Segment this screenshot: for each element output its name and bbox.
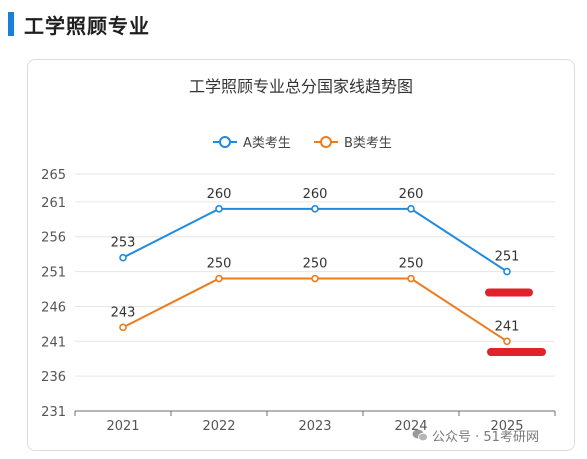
wechat-icon [412,429,428,442]
data-label: 253 [111,236,136,251]
y-tick-label: 241 [41,335,66,350]
x-tick-label: 2022 [202,419,235,434]
data-label: 250 [399,257,424,272]
data-label: 243 [111,305,136,320]
section-title: 工学照顾专业 [24,13,150,38]
data-point [407,274,415,283]
data-label: 260 [207,187,232,202]
y-tick-label: 256 [41,231,66,246]
y-tick-label: 251 [41,266,66,281]
chart-card [27,59,575,451]
data-point [119,323,127,332]
x-tick-label: 2021 [106,419,139,434]
data-label: 260 [399,187,424,202]
x-tick-label: 2025 [490,419,523,434]
legend-label-1: B类考生 [344,136,392,151]
y-tick-label: 231 [41,405,66,420]
y-tick-label: 261 [41,196,66,211]
data-label: 250 [303,257,328,272]
watermark-text: 公众号 · 51考研网 [432,430,539,445]
x-tick-label: 2023 [298,419,331,434]
data-label: 260 [303,187,328,202]
data-point [215,205,223,213]
data-label: 241 [495,319,520,334]
data-point [215,274,223,283]
section-header: 工学照顾专业 [8,10,150,38]
data-point [119,253,127,262]
legend-label-0: A类考生 [243,136,291,151]
data-label: 251 [495,250,520,265]
y-tick-label: 265 [41,168,66,183]
y-tick-label: 236 [41,370,66,385]
data-point [407,205,415,213]
data-point [503,267,511,276]
data-point [311,205,319,213]
y-tick-label: 246 [41,300,66,315]
chart-title: 工学照顾专业总分国家线趋势图 [189,77,413,96]
legend-marker-0 [219,136,231,148]
data-point [503,337,511,346]
series-line-1 [122,277,508,343]
legend-marker-1 [320,136,332,148]
data-label: 250 [207,257,232,272]
watermark: 公众号 · 51考研网 [412,426,539,445]
data-point [311,274,319,283]
section-accent-bar [8,12,14,36]
